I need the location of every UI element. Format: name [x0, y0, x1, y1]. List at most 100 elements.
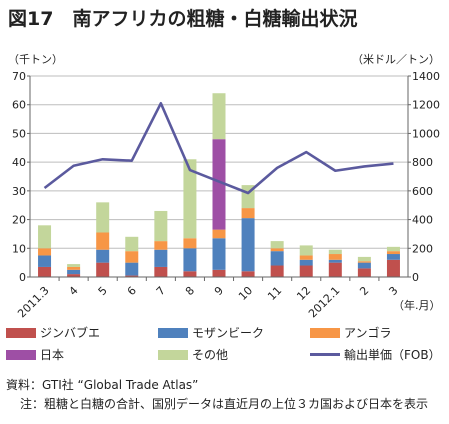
bar-mozambique	[270, 251, 284, 266]
right-tick-label: 1200	[412, 99, 440, 112]
bar-angola	[357, 261, 371, 263]
left-tick-label: 30	[12, 185, 26, 198]
bar-zimbabwe	[386, 259, 400, 277]
bar-other	[154, 210, 168, 242]
bar-angola	[96, 232, 110, 250]
left-tick-label: 10	[12, 242, 26, 255]
x-tick-label: 4	[67, 284, 81, 298]
bar-angola	[154, 241, 168, 250]
bar-other	[328, 249, 342, 255]
legend-item-angola: アンゴラ	[310, 324, 392, 341]
bar-zimbabwe	[241, 271, 255, 277]
x-tick-label: 9	[212, 284, 226, 298]
bar-other	[183, 159, 197, 239]
bar-mozambique	[38, 255, 52, 267]
bar-angola	[212, 229, 226, 239]
bar-angola	[241, 208, 255, 219]
right-axis-unit: （米ドル／トン）	[352, 53, 440, 66]
bar-mozambique	[386, 254, 400, 260]
right-tick-label: 200	[412, 242, 433, 255]
figure-title: 図17 南アフリカの粗糖・白糖輸出状況	[8, 8, 358, 30]
bar-other	[270, 241, 284, 249]
bar-other	[212, 93, 226, 140]
bar-angola	[386, 251, 400, 255]
left-tick-label: 20	[12, 214, 26, 227]
bar-mozambique	[357, 262, 371, 269]
bar-angola	[299, 255, 313, 260]
bar-zimbabwe	[154, 266, 168, 277]
left-tick-label: 70	[12, 70, 26, 83]
bar-mozambique	[96, 249, 110, 263]
bar-angola	[183, 238, 197, 249]
source-note: 資料：GTI社 “Global Trade Atlas”	[6, 378, 199, 392]
legend-item-japan: 日本	[6, 346, 64, 363]
bar-other	[299, 245, 313, 256]
legend-label-japan: 日本	[40, 348, 65, 362]
x-tick-label: 8	[183, 284, 197, 298]
legend-swatch-other	[158, 349, 188, 360]
bar-zimbabwe	[212, 269, 226, 277]
bar-japan	[212, 139, 226, 230]
legend-item-zimbabwe: ジンバブエ	[6, 324, 100, 341]
right-tick-label: 600	[412, 185, 433, 198]
right-tick-label: 800	[412, 156, 433, 169]
bar-zimbabwe	[96, 262, 110, 277]
bar-mozambique	[67, 269, 81, 275]
bar-mozambique	[154, 249, 168, 267]
footnote: 注：粗糖と白糖の合計、国別データは直近月の上位３カ国および日本を表示	[20, 397, 429, 411]
bar-zimbabwe	[67, 274, 81, 277]
bar-zimbabwe	[357, 268, 371, 277]
legend-swatch-export-price	[310, 353, 340, 356]
bar-mozambique	[183, 248, 197, 272]
left-tick-label: 0	[19, 271, 26, 284]
bar-other	[38, 225, 52, 249]
legend-label-angola: アンゴラ	[344, 326, 392, 340]
bar-mozambique	[212, 238, 226, 270]
x-tick-label: 6	[125, 284, 139, 298]
legend-label-export-price: 輸出単価（FOB）	[344, 348, 441, 362]
bar-zimbabwe	[183, 271, 197, 277]
x-tick-label: 12	[294, 284, 313, 303]
bar-other	[386, 246, 400, 252]
legend-swatch-zimbabwe	[6, 327, 36, 338]
x-axis-unit: （年.月）	[393, 298, 441, 312]
bar-mozambique	[125, 262, 139, 276]
bar-angola	[38, 248, 52, 256]
bar-angola	[125, 251, 139, 263]
bar-zimbabwe	[299, 265, 313, 277]
bar-mozambique	[241, 218, 255, 272]
bar-angola	[270, 248, 284, 252]
legend-item-mozambique: モザンビーク	[158, 324, 264, 341]
bar-mozambique	[299, 259, 313, 266]
left-tick-label: 40	[12, 156, 26, 169]
x-tick-label: 10	[236, 284, 255, 303]
x-tick-label: 2012.1	[306, 284, 342, 318]
bar-zimbabwe	[125, 275, 139, 277]
legend-swatch-mozambique	[158, 327, 188, 338]
bar-mozambique	[328, 259, 342, 263]
left-tick-label: 50	[12, 127, 26, 140]
x-tick-label: 3	[386, 284, 400, 298]
chart: （千トン） （米ドル／トン） （年.月） 0 10 20 30 40 50 60 70 0 200…	[8, 53, 441, 318]
legend-swatch-japan	[6, 349, 36, 360]
legend-label-mozambique: モザンビーク	[192, 326, 265, 340]
right-tick-label: 0	[412, 271, 419, 284]
legend-item-export-price: 輸出単価（FOB）	[310, 346, 441, 363]
x-tick-label: 2	[357, 284, 371, 298]
legend: ジンバブエ モザンビーク アンゴラ 日本 その他 輸出単価（FOB）	[0, 320, 449, 366]
bar-angola	[67, 266, 81, 270]
bar-zimbabwe	[270, 265, 284, 277]
x-tick-label: 11	[265, 284, 284, 303]
bar-other	[357, 256, 371, 262]
bar-zimbabwe	[38, 266, 52, 277]
x-tick-label: 7	[154, 284, 168, 298]
bar-angola	[328, 254, 342, 260]
legend-item-other: その他	[158, 346, 228, 363]
right-tick-label: 1400	[412, 70, 440, 83]
bar-zimbabwe	[328, 262, 342, 277]
bar-other	[96, 202, 110, 233]
x-tick-label: 5	[96, 284, 110, 298]
right-tick-label: 400	[412, 214, 433, 227]
bar-other	[125, 236, 139, 252]
legend-label-zimbabwe: ジンバブエ	[40, 326, 101, 340]
